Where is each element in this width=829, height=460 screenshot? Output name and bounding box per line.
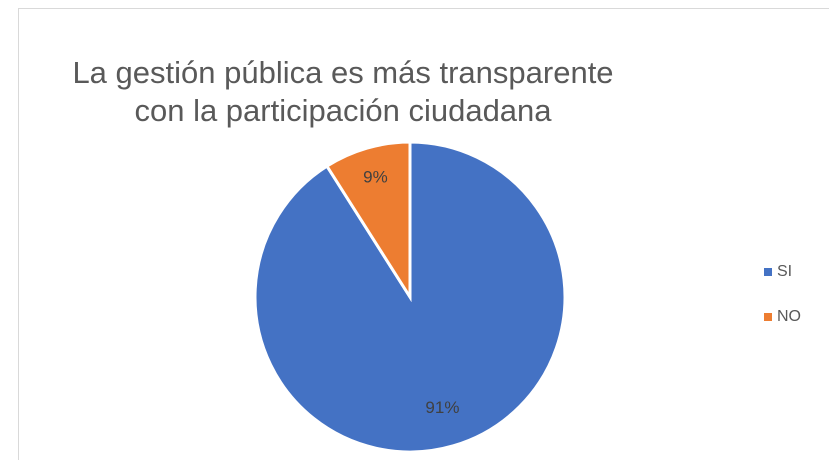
data-label: 91% bbox=[425, 398, 459, 417]
data-label: 9% bbox=[363, 167, 388, 186]
chart-title: La gestión pública es más transparente bbox=[72, 55, 613, 90]
legend-swatch bbox=[764, 313, 772, 321]
legend-label: SI bbox=[777, 263, 792, 280]
pie-slice bbox=[324, 140, 412, 303]
legend-label: NO bbox=[777, 308, 801, 325]
legend-swatch bbox=[764, 268, 772, 276]
chart-title: con la participación ciudadana bbox=[134, 93, 552, 128]
